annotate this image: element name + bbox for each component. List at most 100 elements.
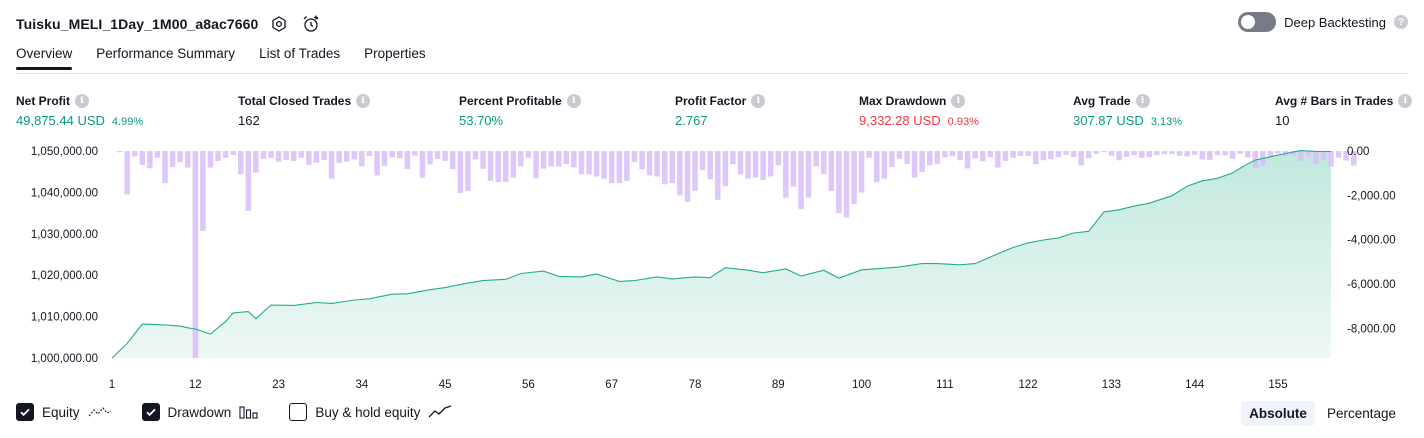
drawdown-bar (964, 151, 971, 169)
legend-equity[interactable]: Equity (16, 403, 112, 421)
metric-sub-value: 3.13% (1150, 116, 1183, 128)
info-icon[interactable]: i (75, 94, 89, 108)
metric-value: 9,332.28 USD (859, 113, 941, 128)
drawdown-bar (571, 151, 577, 168)
drawdown-bar (783, 151, 789, 198)
drawdown-bar (949, 151, 956, 157)
metrics-row: Net Profit i 49,875.44 USD 4.99% Total Clo… (16, 94, 1413, 130)
metric-label: Profit Factor (675, 94, 747, 108)
x-axis-tick-label: 1 (109, 379, 115, 391)
drawdown-bar (374, 151, 380, 176)
drawdown-bar (1078, 151, 1084, 166)
x-axis-tick-label: 23 (272, 379, 285, 391)
drawdown-bar (616, 151, 623, 184)
strategy-title: Tuisku_MELI_1Day_1M00_a8ac7660 (16, 16, 259, 32)
drawdown-bar (1320, 151, 1327, 160)
checkbox-checked-icon[interactable] (141, 403, 160, 421)
report-tabs: Overview Performance Summary List of Tra… (16, 46, 426, 70)
drawdown-bar (836, 151, 842, 214)
info-icon[interactable]: i (566, 94, 581, 108)
drawdown-bar (737, 151, 744, 175)
left-axis-tick-label: 1,030,000.00 (31, 229, 98, 241)
x-axis-tick-label: 34 (356, 379, 369, 391)
view-mode-switch: Absolute Percentage (1241, 401, 1404, 426)
drawdown-bar (980, 151, 986, 162)
metric-label: Net Profit (16, 94, 70, 108)
metric-value: 10 (1275, 113, 1290, 128)
help-icon[interactable]: ? (1394, 15, 1408, 29)
equity-area (112, 150, 1331, 358)
drawdown-bar (222, 151, 229, 158)
info-icon[interactable]: i (751, 94, 766, 108)
drawdown-bar (631, 151, 638, 163)
right-axis-tick-label: -6,000.00 (1347, 279, 1396, 291)
mode-absolute-button[interactable]: Absolute (1241, 401, 1315, 426)
metric-label: Max Drawdown (859, 94, 947, 108)
drawdown-bar (677, 151, 683, 196)
drawdown-bar (866, 151, 872, 158)
drawdown-bar (465, 151, 471, 191)
left-axis-tick-label: 1,020,000.00 (31, 270, 98, 282)
settings-hexagon-icon[interactable] (268, 13, 290, 35)
drawdown-bar (457, 151, 464, 194)
drawdown-bar (344, 151, 350, 162)
toggle-knob (1241, 15, 1256, 29)
checkbox-unchecked-icon[interactable] (289, 403, 308, 421)
drawdown-bar (139, 151, 146, 165)
drawdown-bar (1161, 151, 1168, 155)
drawdown-bar (260, 151, 267, 159)
drawdown-bar (518, 151, 524, 167)
drawdown-bar (1086, 151, 1092, 159)
drawdown-bar (487, 151, 494, 181)
drawdown-bar (881, 151, 888, 179)
equity-drawdown-chart[interactable]: 1,000,000.00 1,010,000.00 1,020,000.00 1,03… (0, 138, 1424, 396)
drawdown-bar (215, 151, 221, 161)
drawdown-bar (253, 151, 259, 173)
tab-overview[interactable]: Overview (16, 46, 73, 70)
info-icon[interactable]: i (1135, 94, 1150, 108)
drawdown-bar (230, 151, 236, 155)
drawdown-bar (768, 151, 774, 177)
drawdown-bar (662, 151, 668, 185)
drawdown-bar (1192, 151, 1198, 155)
drawdown-bar (699, 151, 706, 171)
metric-sub-value: 0.93% (947, 116, 979, 128)
drawdown-bar (775, 151, 782, 166)
drawdown-bar (245, 151, 252, 211)
drawdown-bar (510, 151, 517, 178)
legend-drawdown[interactable]: Drawdown (141, 403, 260, 421)
tab-performance-summary[interactable]: Performance Summary (96, 46, 236, 61)
drawdown-bar (813, 151, 819, 167)
alarm-clock-plus-icon[interactable] (300, 13, 322, 35)
mode-percentage-button[interactable]: Percentage (1326, 406, 1396, 421)
drawdown-bar (238, 151, 244, 175)
drawdown-bar (646, 151, 653, 176)
checkbox-checked-icon[interactable] (16, 403, 34, 421)
legend-buy-hold-label: Buy & hold equity (315, 404, 421, 420)
legend-buy-hold[interactable]: Buy & hold equity (289, 403, 452, 421)
drawdown-bar (306, 151, 312, 165)
drawdown-bar (275, 151, 282, 162)
tab-properties[interactable]: Properties (364, 46, 426, 61)
drawdown-bar (934, 151, 941, 164)
drawdown-bar (752, 151, 759, 178)
x-axis-tick-label: 56 (522, 379, 535, 391)
info-icon[interactable]: i (1398, 94, 1413, 108)
deep-backtesting-toggle[interactable] (1238, 12, 1277, 32)
drawdown-bar (1093, 151, 1100, 154)
tab-list-of-trades[interactable]: List of Trades (259, 46, 341, 61)
info-icon[interactable]: i (356, 94, 371, 108)
drawdown-bar (533, 151, 539, 179)
metric-percent-profitable: Percent Profitable i 53.70% (459, 94, 581, 128)
drawdown-bar (889, 151, 895, 168)
drawdown-bar (154, 151, 161, 158)
info-icon[interactable]: i (951, 94, 966, 108)
drawdown-bar (1305, 151, 1312, 157)
drawdown-bar (1267, 151, 1274, 157)
x-axis-tick-label: 67 (605, 379, 618, 391)
drawdown-bar (556, 151, 562, 167)
drawdown-bar (1252, 151, 1259, 168)
drawdown-bar (593, 151, 600, 177)
drawdown-bar (639, 151, 645, 170)
drawdown-bar (313, 151, 320, 163)
